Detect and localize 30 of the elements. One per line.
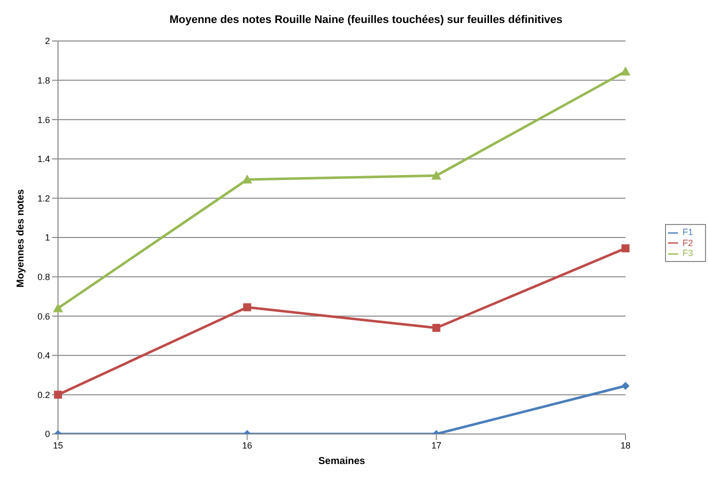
legend-label: F2	[682, 238, 693, 248]
x-tick-label: 17	[431, 440, 442, 450]
legend-label: F1	[682, 227, 693, 238]
y-tick-label: 0.6	[37, 311, 50, 322]
y-tick-label: 1.8	[37, 75, 50, 86]
y-tick-label: 0.2	[37, 390, 50, 400]
y-axis-title: Moyennes des notes	[16, 188, 27, 288]
x-tick-label: 15	[52, 440, 64, 450]
point	[432, 324, 440, 332]
legend-label: F3	[682, 248, 693, 258]
y-tick-label: 0.8	[37, 272, 50, 282]
y-tick-label: 0.4	[37, 350, 50, 361]
point	[53, 303, 63, 312]
point	[620, 66, 630, 76]
x-axis-title: Semaines	[318, 456, 366, 467]
point	[242, 174, 252, 184]
x-tick-label: 16	[242, 440, 252, 450]
y-tick-label: 2	[44, 36, 50, 46]
y-tick-label: 1.4	[37, 154, 50, 164]
point	[431, 170, 442, 180]
point	[54, 390, 62, 399]
y-tick-label: 1.2	[37, 193, 50, 204]
y-tick-label: 0	[44, 429, 50, 440]
point	[621, 244, 630, 252]
y-tick-label: 1.6	[37, 114, 50, 125]
point	[243, 303, 252, 312]
x-tick-label: 18	[620, 440, 630, 450]
chart-title: Moyenne des notes Rouille Naine (feuilles touchées) sur feuilles définitives	[168, 14, 564, 26]
point	[621, 382, 630, 390]
y-tick-label: 1	[44, 232, 50, 243]
